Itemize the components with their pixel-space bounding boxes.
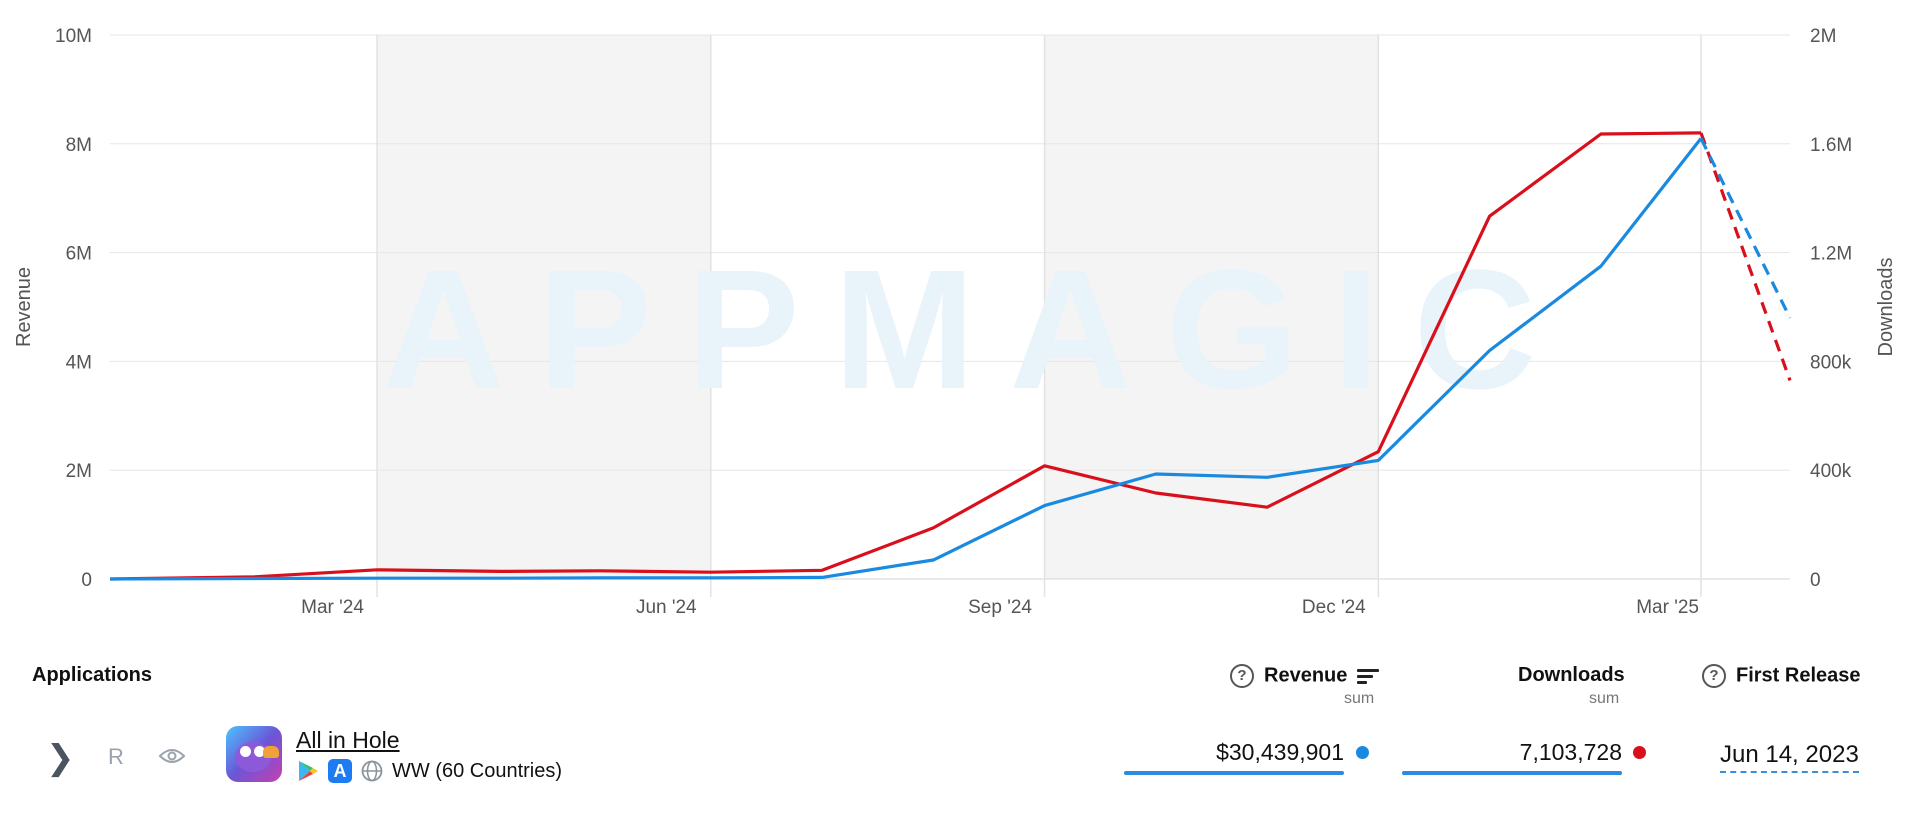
right-tick-label: 2M (1810, 26, 1836, 47)
left-axis-title: Revenue (13, 267, 35, 347)
right-tick-label: 800k (1810, 352, 1852, 373)
help-icon[interactable]: ? (1702, 664, 1726, 688)
x-tick-label: Jun '24 (636, 597, 697, 618)
app-store-icon: A (328, 759, 352, 783)
left-tick-label: 8M (66, 135, 92, 156)
chevron-right-icon[interactable]: ❯ (46, 739, 75, 777)
downloads-line (109, 131, 1702, 581)
shaded-band-0 (377, 35, 711, 579)
r-badge: R (108, 744, 124, 769)
x-tick-label: Dec '24 (1302, 597, 1366, 618)
x-tick-label: Mar '24 (301, 597, 364, 618)
first-release-value[interactable]: Jun 14, 2023 (1720, 741, 1859, 773)
revenue-projection-line (1699, 137, 1792, 319)
revenue-series-dot (1356, 746, 1369, 759)
downloads-bar (1402, 771, 1622, 775)
left-tick-label: 10M (55, 26, 92, 47)
first-release-header[interactable]: ? First Release (1702, 664, 1861, 688)
revenue-header-label: Revenue (1264, 664, 1348, 687)
help-icon[interactable]: ? (1230, 664, 1254, 688)
store-row: A WW (60 Countries) (296, 758, 562, 784)
downloads-series-dot (1633, 746, 1646, 759)
x-tick-label: Mar '25 (1636, 597, 1699, 618)
right-tick-label: 0 (1810, 570, 1821, 591)
x-tick-label: Sep '24 (968, 597, 1032, 618)
globe-icon (361, 760, 383, 782)
downloads-sub-label: sum (1589, 690, 1620, 707)
right-tick-label: 1.6M (1810, 135, 1852, 156)
downloads-projection-line (1699, 132, 1792, 381)
google-play-icon (299, 761, 318, 781)
watermark: APPMAGIC (382, 235, 1570, 425)
sort-icon[interactable] (1357, 666, 1380, 687)
region-label: WW (60 Countries) (392, 759, 563, 782)
revenue-header[interactable]: ? Revenue (1230, 664, 1380, 688)
right-tick-label: 1.2M (1810, 244, 1852, 265)
downloads-header[interactable]: Downloads (1518, 664, 1625, 686)
right-tick-label: 400k (1810, 461, 1852, 482)
revenue-line (109, 137, 1703, 581)
left-tick-label: 0 (81, 570, 92, 591)
left-tick-label: 4M (66, 352, 92, 373)
first-release-header-label: First Release (1736, 664, 1861, 687)
app-icon[interactable] (226, 726, 282, 782)
eye-icon[interactable] (158, 747, 186, 765)
right-axis-title: Downloads (1875, 258, 1897, 357)
app-name-link[interactable]: All in Hole (296, 727, 400, 753)
applications-header: Applications (32, 664, 153, 686)
left-tick-label: 2M (66, 461, 92, 482)
revenue-value: $30,439,901 (1216, 739, 1344, 765)
revenue-sub-label: sum (1344, 690, 1375, 707)
downloads-value: 7,103,728 (1519, 739, 1622, 765)
left-tick-label: 6M (66, 244, 92, 265)
revenue-downloads-chart: APPMAGIC 0 0 2M 400k 4M 800k 6M 1.2M 8M 1.6M 10M 2M… (13, 26, 1897, 618)
revenue-bar (1124, 771, 1344, 775)
